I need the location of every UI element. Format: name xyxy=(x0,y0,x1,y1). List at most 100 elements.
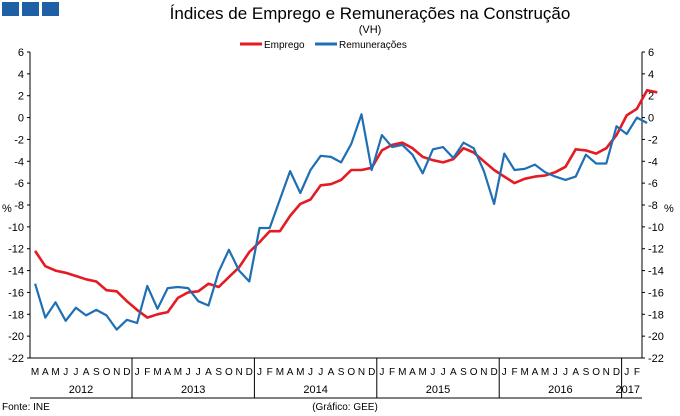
y-tick-label-left: -4 xyxy=(14,156,24,168)
y-tick-label-right: 4 xyxy=(648,69,654,81)
month-tick-label: J xyxy=(73,367,78,378)
y-axis-label-right: % xyxy=(664,203,674,215)
month-tick-label: J xyxy=(430,367,435,378)
y-tick-label-right: -14 xyxy=(648,266,664,278)
month-tick-label: D xyxy=(123,367,130,378)
y-tick-label-right: -18 xyxy=(648,309,664,321)
year-tick-label: 2017 xyxy=(616,384,640,396)
month-tick-label: M xyxy=(51,367,59,378)
month-tick-label: A xyxy=(42,367,49,378)
month-tick-label: M xyxy=(296,367,304,378)
month-tick-label: O xyxy=(470,367,478,378)
month-tick-label: M xyxy=(153,367,161,378)
y-tick-label-right: -22 xyxy=(648,353,664,365)
series-lines xyxy=(34,89,658,331)
month-tick-label: M xyxy=(521,367,529,378)
month-tick-label: A xyxy=(572,367,579,378)
month-tick-label: O xyxy=(225,367,233,378)
month-tick-label: A xyxy=(450,367,457,378)
month-tick-label: J xyxy=(441,367,446,378)
month-tick-label: A xyxy=(328,367,335,378)
y-tick-label-right: -4 xyxy=(648,156,658,168)
y-tick-label-left: -8 xyxy=(14,200,24,212)
y-tick-label-left: -14 xyxy=(8,266,24,278)
y-ticks: -22 -22-20 -20-18 -18-16 -16-14 -14-12 -12-10-… xyxy=(8,47,664,365)
y-tick-label-right: -10 xyxy=(648,222,664,234)
month-tick-label: N xyxy=(480,367,487,378)
month-tick-label: M xyxy=(541,367,549,378)
series-line-emprego xyxy=(34,89,658,319)
month-tick-label: M xyxy=(398,367,406,378)
month-tick-label: D xyxy=(490,367,497,378)
month-tick-label: J xyxy=(379,367,384,378)
y-tick-label-right: 0 xyxy=(648,113,654,125)
year-tick-label: 2012 xyxy=(69,384,93,396)
year-tick-label: 2016 xyxy=(548,384,572,396)
month-tick-label: F xyxy=(634,367,640,378)
month-tick-label: N xyxy=(113,367,120,378)
y-tick-label-left: -18 xyxy=(8,309,24,321)
legend-label-remuneracoes: Remunerações xyxy=(339,40,407,51)
month-tick-label: A xyxy=(287,367,294,378)
y-tick-label-left: 0 xyxy=(18,113,24,125)
y-tick-label-left: -12 xyxy=(8,244,24,256)
month-tick-label: A xyxy=(205,367,212,378)
y-axis-label-left: % xyxy=(2,203,12,215)
y-tick-label-right: -8 xyxy=(648,200,658,212)
month-tick-label: J xyxy=(563,367,568,378)
y-tick-label-left: -20 xyxy=(8,331,24,343)
y-tick-label-left: 6 xyxy=(18,47,24,59)
legend-label-emprego: Emprego xyxy=(264,40,305,51)
y-tick-label-left: 4 xyxy=(18,69,24,81)
month-tick-label: F xyxy=(144,367,150,378)
month-tick-label: S xyxy=(460,367,467,378)
month-tick-label: O xyxy=(347,367,355,378)
y-tick-label-right: 2 xyxy=(648,91,654,103)
month-tick-label: A xyxy=(409,367,416,378)
month-tick-label: N xyxy=(358,367,365,378)
month-tick-label: D xyxy=(613,367,620,378)
header-brand-squares xyxy=(2,2,60,16)
y-tick-label-left: -2 xyxy=(14,134,24,146)
year-tick-label: 2015 xyxy=(426,384,450,396)
brand-square xyxy=(2,2,19,16)
month-tick-label: N xyxy=(603,367,610,378)
chart-subtitle: (VH) xyxy=(359,24,382,36)
month-tick-label: J xyxy=(318,367,323,378)
y-tick-label-right: -16 xyxy=(648,287,664,299)
month-tick-label: J xyxy=(553,367,558,378)
month-tick-label: O xyxy=(103,367,111,378)
month-tick-label: D xyxy=(368,367,375,378)
legend: Emprego Remunerações xyxy=(240,40,407,51)
year-tick-label: 2013 xyxy=(181,384,205,396)
y-tick-label-right: -6 xyxy=(648,178,658,190)
year-tick-label: 2014 xyxy=(303,384,327,396)
month-tick-label: N xyxy=(235,367,242,378)
month-tick-label: F xyxy=(267,367,273,378)
month-tick-label: J xyxy=(196,367,201,378)
month-tick-label: J xyxy=(63,367,68,378)
y-tick-label-left: -10 xyxy=(8,222,24,234)
y-tick-label-right: -2 xyxy=(648,134,658,146)
y-tick-label-left: -6 xyxy=(14,178,24,190)
y-tick-label-left: -22 xyxy=(8,353,24,365)
month-tick-label: F xyxy=(389,367,395,378)
brand-square xyxy=(22,2,39,16)
y-tick-label-right: -12 xyxy=(648,244,664,256)
month-tick-label: J xyxy=(502,367,507,378)
month-tick-label: S xyxy=(583,367,590,378)
month-tick-label: J xyxy=(257,367,262,378)
month-tick-label: J xyxy=(624,367,629,378)
month-tick-label: A xyxy=(532,367,539,378)
chart-credit: (Gráfico: GEE) xyxy=(312,402,378,413)
y-tick-label-right: -20 xyxy=(648,331,664,343)
month-tick-label: J xyxy=(135,367,140,378)
month-tick-label: M xyxy=(276,367,284,378)
month-tick-label: J xyxy=(186,367,191,378)
month-tick-label: S xyxy=(338,367,345,378)
month-tick-label: M xyxy=(31,367,39,378)
source-note: Fonte: INE xyxy=(2,402,50,413)
y-tick-label-right: 6 xyxy=(648,47,654,59)
month-tick-label: M xyxy=(174,367,182,378)
